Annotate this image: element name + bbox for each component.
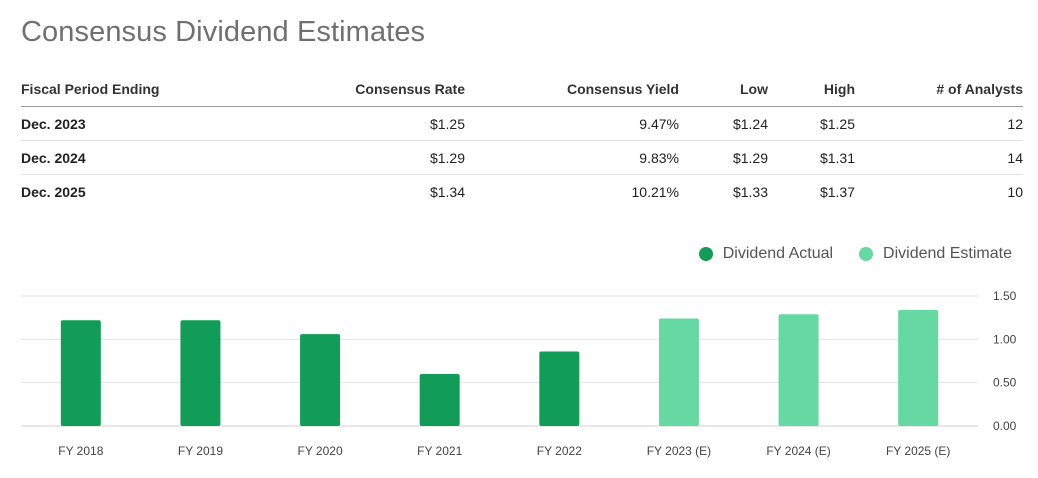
x-tick-label: FY 2025 (E) (886, 444, 950, 458)
bar[interactable] (180, 320, 221, 426)
x-tick-label: FY 2020 (297, 444, 342, 458)
cell-period: Dec. 2023 (21, 106, 221, 141)
bar[interactable] (539, 351, 580, 426)
bar[interactable] (300, 334, 341, 426)
bar[interactable] (898, 309, 939, 426)
bar[interactable] (419, 374, 460, 426)
y-tick-label: 0.00 (993, 419, 1017, 433)
bar[interactable] (658, 318, 699, 426)
cell-analysts: 12 (855, 106, 1023, 141)
x-tick-label: FY 2018 (58, 444, 103, 458)
header-fiscal-period: Fiscal Period Ending (21, 72, 221, 107)
y-tick-label: 0.50 (993, 376, 1017, 390)
x-tick-label: FY 2022 (537, 444, 582, 458)
cell-yield: 9.83% (465, 140, 679, 175)
cell-high: $1.37 (819, 183, 855, 200)
legend-item-actual[interactable]: Dividend Actual (698, 245, 834, 263)
cell-rate: $1.29 (221, 140, 465, 175)
consensus-table: Fiscal Period Ending Consensus Rate Cons… (21, 72, 1023, 208)
legend-item-estimate[interactable]: Dividend Estimate (859, 245, 1012, 263)
x-tick-label: FY 2021 (417, 444, 462, 458)
cell-high: $1.31 (768, 140, 855, 175)
dividend-bar-chart: 1.50 1.00 0.50 0.00 FY 2018 FY 2019 FY 2020 FY … (21, 289, 1017, 458)
cell-period: Dec. 2024 (21, 140, 221, 175)
legend-dot-estimate-icon (859, 247, 874, 261)
legend-label-actual: Dividend Actual (722, 245, 834, 262)
cell-rate: $1.25 (221, 106, 465, 141)
header-high: High (768, 72, 855, 107)
legend-dot-actual-icon (698, 247, 713, 261)
x-tick-label: FY 2023 (E) (647, 444, 711, 458)
bar[interactable] (778, 314, 819, 426)
header-low: Low (679, 72, 768, 107)
x-tick-label: FY 2019 (178, 444, 223, 458)
table-header-row: Fiscal Period Ending Consensus Rate Cons… (21, 72, 1023, 107)
y-tick-label: 1.00 (993, 332, 1017, 346)
cell-low: $1.29 (679, 140, 768, 175)
cell-analysts: 10 (1007, 183, 1023, 200)
cell-high: $1.25 (768, 106, 855, 141)
x-tick-label: FY 2024 (E) (766, 444, 830, 458)
header-consensus-yield: Consensus Yield (465, 72, 679, 107)
cell-yield: 10.21% (631, 183, 679, 200)
cell-analysts: 14 (855, 140, 1023, 175)
cell-low: $1.33 (732, 183, 768, 200)
cell-low: $1.24 (679, 106, 768, 141)
table-row: Dec. 2023 $1.25 9.47% $1.24 $1.25 12 (21, 106, 1023, 141)
page-title: Consensus Dividend Estimates (21, 16, 426, 48)
table-row: Dec. 2025 $1.34 10.21% $1.33 $1.37 10 (21, 175, 1023, 209)
cell-yield: 9.47% (465, 106, 679, 141)
header-analysts: # of Analysts (855, 72, 1023, 107)
table-row: Dec. 2024 $1.29 9.83% $1.29 $1.31 14 (21, 140, 1023, 175)
y-tick-label: 1.50 (993, 289, 1017, 303)
chart-legend: Dividend Actual Dividend Estimate (673, 245, 1012, 263)
cell-rate: $1.34 (429, 183, 465, 200)
legend-label-estimate: Dividend Estimate (883, 245, 1012, 262)
bar[interactable] (60, 320, 101, 426)
cell-period: Dec. 2025 (21, 183, 86, 200)
header-consensus-rate: Consensus Rate (221, 72, 465, 107)
